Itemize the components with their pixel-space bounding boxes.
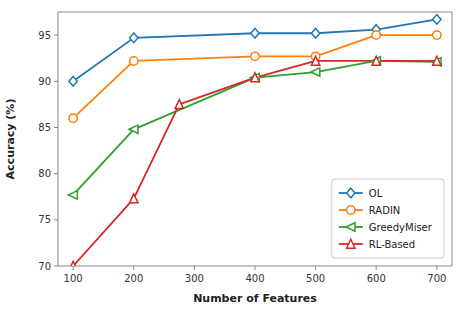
x-tick (255, 266, 256, 270)
legend-marker (347, 239, 355, 248)
y-tick-label: 70 (38, 261, 51, 272)
data-point (69, 76, 77, 86)
y-tick (54, 35, 58, 36)
x-tick-label: 400 (245, 273, 264, 284)
x-tick-label: 300 (185, 273, 204, 284)
legend-box (332, 179, 444, 258)
y-tick-label: 85 (38, 122, 51, 133)
data-point (130, 33, 138, 43)
x-tick (376, 266, 377, 270)
legend-marker (346, 223, 355, 231)
data-point (311, 28, 319, 38)
data-point (311, 56, 319, 65)
data-point (433, 56, 441, 65)
y-tick (54, 266, 58, 267)
y-tick (54, 127, 58, 128)
chart: 100 200 300 400 500 600 700 70 75 80 85 90 95 Number … (0, 0, 462, 312)
legend-label: RADIN (369, 205, 401, 216)
data-point (433, 31, 441, 39)
plot-frame (58, 12, 452, 266)
data-point (69, 114, 77, 122)
y-tick (54, 173, 58, 174)
data-point (130, 194, 138, 203)
x-tick (133, 266, 134, 270)
x-tick-label: 700 (427, 273, 446, 284)
x-tick-label: 200 (124, 273, 143, 284)
data-point (175, 100, 183, 109)
data-point (130, 57, 138, 65)
x-tick-label: 600 (367, 273, 386, 284)
data-point (372, 56, 380, 65)
y-tick-label: 80 (38, 168, 51, 179)
x-axis-label: Number of Features (193, 292, 317, 305)
x-tick-label: 500 (306, 273, 325, 284)
x-tick (194, 266, 195, 270)
data-point (251, 73, 259, 82)
data-point (250, 73, 259, 81)
y-tick (54, 219, 58, 220)
y-tick-label: 90 (38, 76, 51, 87)
y-tick-label: 75 (38, 214, 51, 225)
x-tick (436, 266, 437, 270)
data-point (251, 52, 259, 60)
legend: OL RADIN GreedyMiser RL-Based (332, 179, 444, 258)
data-point (372, 31, 380, 39)
x-tick-label: 100 (64, 273, 83, 284)
y-axis-label: Accuracy (%) (4, 99, 17, 180)
legend-label: RL-Based (369, 239, 415, 250)
legend-marker (347, 206, 355, 214)
data-point (251, 28, 259, 38)
series-line (73, 35, 437, 118)
data-point (69, 261, 77, 266)
data-point (129, 125, 138, 133)
plot-area (68, 15, 441, 266)
series-line (73, 19, 437, 81)
x-tick (73, 266, 74, 270)
plot-background (58, 12, 452, 266)
data-point (68, 191, 77, 199)
data-point (311, 68, 320, 76)
data-point (372, 57, 381, 65)
legend-label: GreedyMiser (369, 222, 433, 233)
series-line (73, 61, 437, 195)
x-tick (315, 266, 316, 270)
legend-label: OL (369, 188, 383, 199)
data-point (433, 15, 441, 25)
legend-marker (347, 188, 355, 198)
y-tick (54, 81, 58, 82)
y-tick-label: 95 (38, 30, 51, 41)
